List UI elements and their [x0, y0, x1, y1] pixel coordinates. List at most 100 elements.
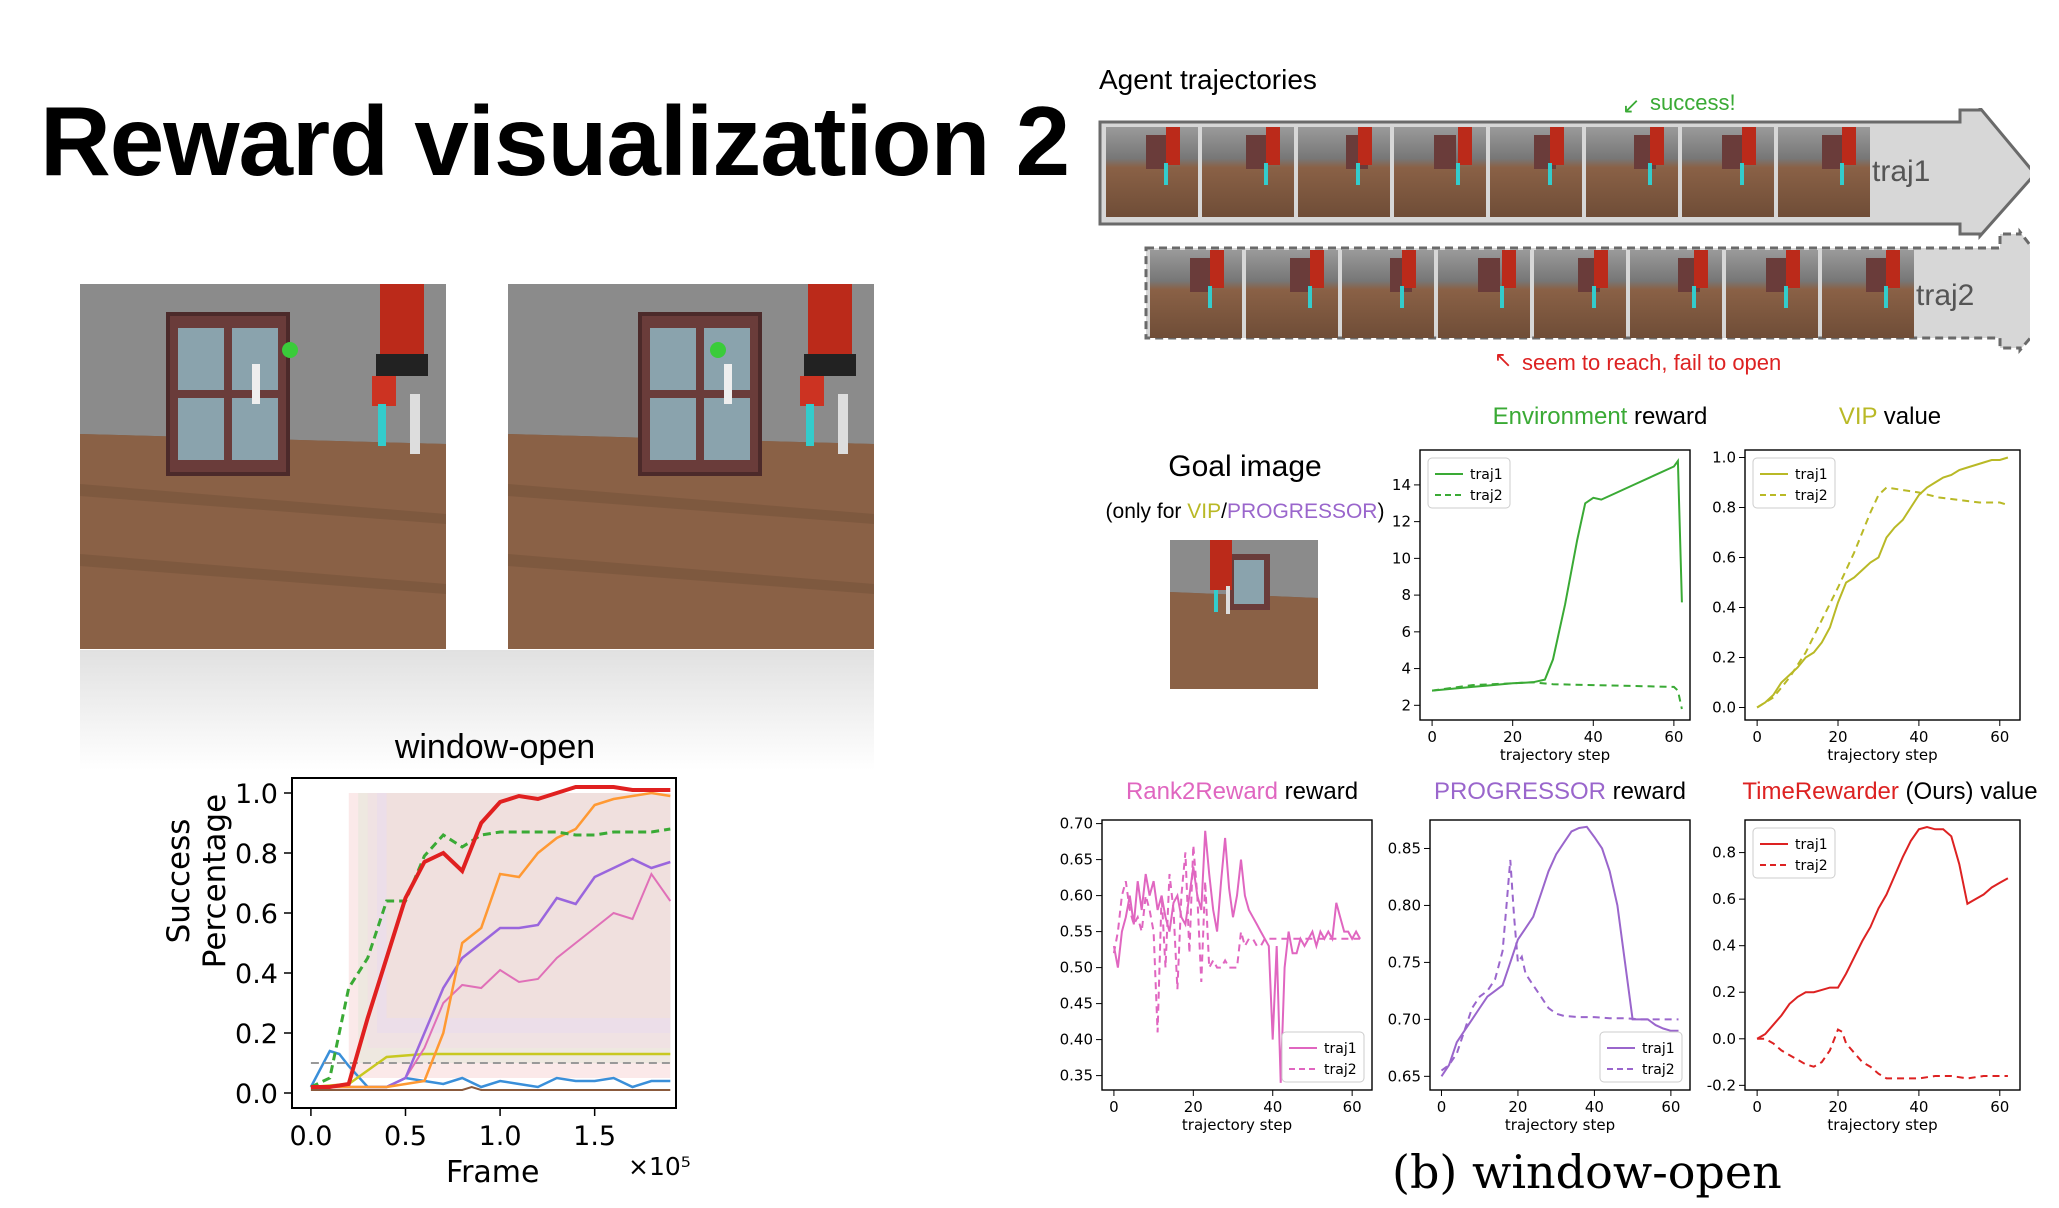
success-curve — [310, 827, 671, 1089]
series-line-traj1 — [1112, 830, 1361, 1083]
traj2-frame — [1822, 250, 1914, 338]
traj1-frame — [1682, 127, 1774, 217]
fail-note: seem to reach, fail to open — [1522, 350, 1782, 375]
y-tick-label: 0.70 — [1060, 815, 1093, 833]
scene-illustration-right — [508, 284, 874, 649]
legend-label: traj1 — [1324, 1041, 1357, 1057]
y-tick-label: 0.6 — [1712, 549, 1736, 567]
x-axis-label: trajectory step — [1500, 746, 1610, 764]
x-tick-label: 0 — [1109, 1098, 1119, 1116]
success-note: success! — [1650, 90, 1736, 115]
y-tick-label: 1.0 — [235, 779, 278, 810]
y-tick-label: 1.0 — [1712, 449, 1736, 467]
traj2-label: traj2 — [1916, 279, 1975, 312]
y-tick-label: 0.4 — [1712, 937, 1736, 955]
traj1-frame — [1778, 127, 1870, 217]
rank-title-colored: Rank2Reward — [1125, 778, 1279, 805]
goal-note-progressor: PROGRESSOR — [1226, 500, 1378, 523]
y-tick-label: 0.85 — [1388, 839, 1421, 857]
goal-note-sep: / — [1221, 500, 1227, 523]
robot-scene-image-right — [508, 284, 874, 649]
y-tick-label: 0.8 — [1712, 844, 1736, 862]
left-chart-title: window-open — [394, 728, 596, 766]
plot-frame — [1744, 819, 2021, 1091]
series-line-traj1 — [1756, 825, 2009, 1040]
legend-label: traj2 — [1795, 858, 1828, 874]
variance-band — [386, 793, 671, 1018]
left-success-chart: 0.0 0.5 1.0 1.5 0.0 0.2 0.4 0.6 0.8 1.0 — [235, 777, 677, 1152]
x-tick-label: 20 — [1508, 1098, 1527, 1116]
x-tick-label: 20 — [1503, 728, 1522, 746]
x-tick-label: 60 — [1343, 1098, 1362, 1116]
y-tick-label: 0.6 — [235, 899, 278, 930]
traj2-frame — [1534, 250, 1626, 338]
traj1-label: traj1 — [1872, 155, 1931, 188]
x-tick-label: 20 — [1828, 728, 1847, 746]
time-title-rest: (Ours) value — [1898, 778, 2038, 805]
legend-label: traj1 — [1795, 837, 1828, 853]
variance-band — [348, 793, 671, 1078]
legend-label: traj2 — [1324, 1062, 1357, 1078]
env-plot-title: Environment reward — [1440, 403, 1760, 431]
series-line-traj1 — [1440, 825, 1679, 1077]
figure-caption: (b) window-open — [1392, 1145, 1782, 1199]
x-tick-label: 0.0 — [289, 1121, 332, 1152]
y-tick-label: 0.0 — [1712, 699, 1736, 717]
traj2-frame — [1726, 250, 1818, 338]
traj2-frame — [1150, 250, 1242, 338]
y-tick-label: 0.2 — [1712, 983, 1736, 1001]
x-tick-label: 40 — [1909, 728, 1928, 746]
y-tick-label: 0.8 — [235, 839, 278, 870]
legend-label: traj1 — [1795, 467, 1828, 483]
traj1-frame — [1394, 127, 1486, 217]
x-tick-label: 1.5 — [573, 1121, 616, 1152]
env-reward-plot: 0 20 40 60 2 4 6 8 10 12 14 trajectory step traj1 tra… — [1392, 449, 1691, 764]
x-axis-label: trajectory step — [1827, 746, 1937, 764]
x-tick-label: 40 — [1584, 728, 1603, 746]
y-tick-label: 0.60 — [1060, 887, 1093, 905]
y-tick-label: -0.2 — [1707, 1076, 1736, 1094]
y-tick-label: 10 — [1392, 549, 1411, 567]
y-tick-label: 14 — [1392, 476, 1411, 494]
scene-illustration-left — [80, 284, 446, 649]
x-tick-label: 20 — [1828, 1098, 1847, 1116]
success-arrow-icon: ↙ — [1622, 93, 1641, 118]
traj2-frame — [1630, 250, 1722, 338]
x-tick-label: 0 — [1752, 728, 1762, 746]
traj2-frame — [1246, 250, 1338, 338]
series-line-traj1 — [1756, 456, 2009, 709]
traj2-frame — [1438, 250, 1530, 338]
y-tick-label: 0.0 — [1712, 1030, 1736, 1048]
x-tick-label: 60 — [1990, 728, 2009, 746]
left-chart-ylabel: Success Percentage — [161, 793, 233, 969]
legend-label: traj2 — [1795, 488, 1828, 504]
time-plot-title: TimeRewarder (Ours) value — [1720, 778, 2059, 806]
plot-frame — [291, 777, 677, 1109]
progressor-plot: 0 20 40 60 0.65 0.70 0.75 0.80 0.85 trajectory st… — [1388, 819, 1691, 1134]
goal-note-prefix: (only for — [1105, 500, 1188, 523]
success-curve — [310, 1085, 671, 1091]
y-tick-label: 0.55 — [1060, 923, 1093, 941]
x-tick-label: 40 — [1585, 1098, 1604, 1116]
rank-title-rest: reward — [1278, 778, 1359, 805]
left-chart-xlabel: Frame — [446, 1155, 540, 1190]
series-line-traj2 — [1431, 681, 1683, 710]
goal-note-vip: VIP — [1187, 500, 1222, 523]
left-chart-x-multiplier: ×10⁵ — [628, 1152, 691, 1181]
y-tick-label: 0.6 — [1712, 890, 1736, 908]
y-tick-label: 8 — [1401, 586, 1411, 604]
x-tick-label: 0 — [1437, 1098, 1447, 1116]
series-line-traj2 — [1440, 859, 1679, 1072]
y-tick-label: 2 — [1401, 696, 1411, 714]
goal-image-note: (only for VIP/PROGRESSOR) — [1095, 500, 1395, 524]
traj1-frame — [1490, 127, 1582, 217]
prog-title-rest: reward — [1606, 778, 1687, 805]
legend-label: traj2 — [1642, 1062, 1675, 1078]
x-tick-label: 0 — [1752, 1098, 1762, 1116]
y-tick-label: 0.35 — [1060, 1067, 1093, 1085]
rank-plot-title: Rank2Reward reward — [1082, 778, 1402, 806]
goal-image — [1170, 540, 1318, 689]
legend-label: traj1 — [1642, 1041, 1675, 1057]
y-tick-label: 0.2 — [1712, 649, 1736, 667]
slide-title: Reward visualization 2 — [40, 86, 1070, 196]
